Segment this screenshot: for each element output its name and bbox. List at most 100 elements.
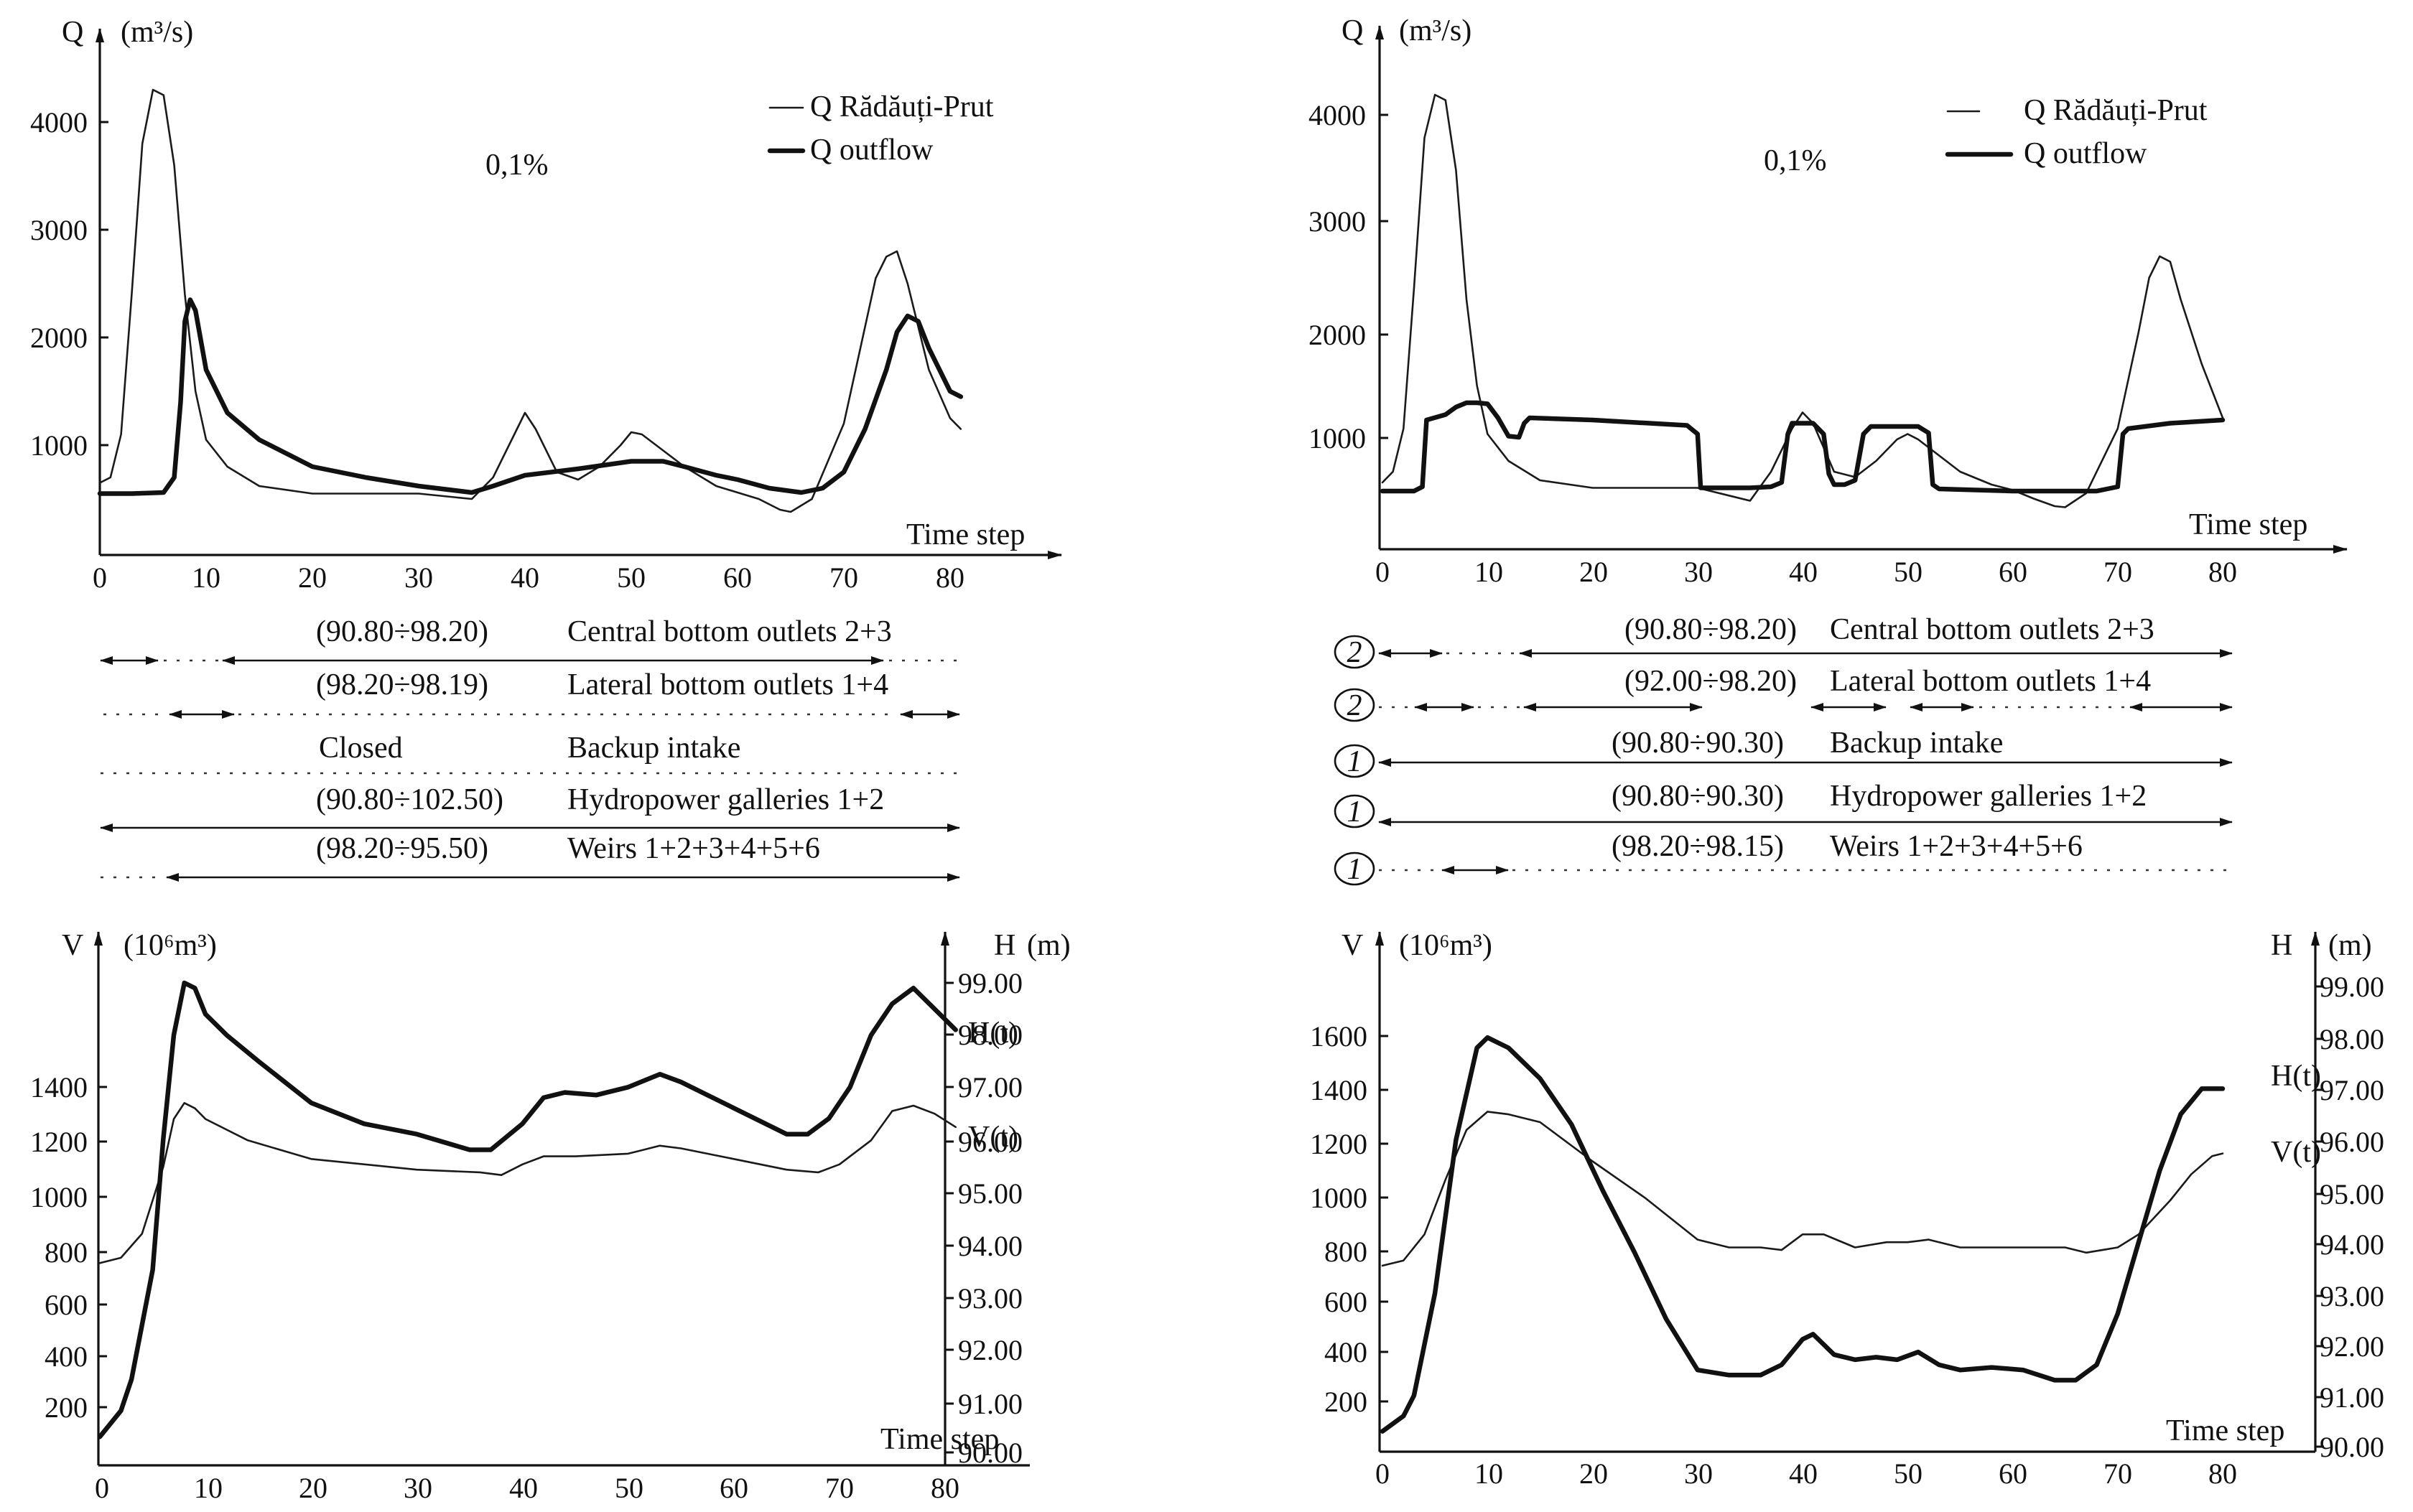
h-tick-label: 97.00 <box>2320 1074 2384 1106</box>
y-tick-label: 3000 <box>1308 205 1366 238</box>
x-tick-label: 40 <box>1789 556 1818 588</box>
right-q-legend: Q Rădăuți-Prut Q outflow <box>1945 94 2208 170</box>
series-line-inflow <box>98 88 962 513</box>
left-v-label: V <box>62 929 83 962</box>
y-tick-label: 1400 <box>30 1071 88 1103</box>
left-vh-xticks: 0 10 20 30 40 50 60 70 80 <box>95 1472 959 1504</box>
schedule-range: (90.80÷98.20) <box>316 615 488 648</box>
x-tick-label: 50 <box>615 1472 643 1504</box>
schedule-count: 2 <box>1347 689 1362 722</box>
x-tick-label: 30 <box>1684 556 1713 588</box>
left-h-unit: (m) <box>1027 929 1071 962</box>
h-tick-label: 91.00 <box>958 1388 1023 1420</box>
right-h-label: H <box>2271 929 2292 962</box>
x-tick-label: 50 <box>1894 1457 1923 1490</box>
y-tick-label: 400 <box>45 1340 88 1373</box>
h-tick-label: 91.00 <box>2320 1381 2384 1414</box>
count-circle <box>1334 851 1375 886</box>
h-tick-label: 98.00 <box>958 1019 1023 1051</box>
left-h-label: H <box>994 929 1015 962</box>
schedule-count: 1 <box>1347 745 1362 778</box>
right-vh-chart: V (10⁶m³) H (m) Time step H(t) V(t) 200 … <box>1310 929 2384 1490</box>
x-tick-label: 20 <box>298 561 327 594</box>
left-v-series-label: V(t) <box>968 1121 1018 1154</box>
y-tick-label: 400 <box>1324 1336 1367 1368</box>
x-tick-label: 60 <box>720 1472 748 1504</box>
schedule-range: (90.80÷90.30) <box>1612 727 1784 760</box>
left-h-ticks: 90.00 91.00 92.00 93.00 94.00 95.00 96.0… <box>945 967 1023 1469</box>
x-tick-label: 20 <box>1579 1457 1608 1490</box>
h-tick-label: 94.00 <box>958 1230 1023 1262</box>
x-tick-label: 40 <box>509 1472 538 1504</box>
left-q-axis-label: Q <box>62 16 83 49</box>
y-tick-label: 1000 <box>1308 422 1366 454</box>
x-tick-label: 50 <box>617 561 646 594</box>
left-q-yticks: 1000 2000 3000 4000 <box>30 106 108 462</box>
x-tick-label: 80 <box>2208 1457 2237 1490</box>
schedule-name: Hydropower galleries 1+2 <box>567 783 884 816</box>
y-tick-label: 1600 <box>1310 1020 1367 1053</box>
x-tick-label: 0 <box>95 1472 109 1504</box>
h-tick-label: 95.00 <box>2320 1178 2384 1210</box>
right-q-yticks: 1000 2000 3000 4000 <box>1308 99 1388 454</box>
series-line-volume <box>1381 1111 2224 1267</box>
series-line-volume <box>98 1102 957 1264</box>
x-tick-label: 50 <box>1894 556 1923 588</box>
right-h-unit: (m) <box>2328 929 2372 962</box>
right-q-xticks: 0 10 20 30 40 50 60 70 80 <box>1375 556 2237 588</box>
schedule-range: (92.00÷98.20) <box>1624 665 1797 698</box>
legend-inflow-label: Q Rădăuți-Prut <box>2024 94 2208 127</box>
left-q-unit: (m³/s) <box>121 16 193 49</box>
x-tick-label: 30 <box>404 561 433 594</box>
x-tick-label: 60 <box>1999 1457 2027 1490</box>
right-h-ticks: 90.00 91.00 92.00 93.00 94.00 95.00 96.0… <box>2315 971 2384 1463</box>
schedule-range: (98.20÷98.15) <box>1612 830 1784 863</box>
right-h-series-label: H(t) <box>2271 1060 2321 1093</box>
schedule-range: Closed <box>319 732 403 765</box>
right-q-time-step: Time step <box>2189 508 2307 541</box>
y-tick-label: 1200 <box>1310 1128 1367 1160</box>
h-tick-label: 94.00 <box>2320 1228 2384 1261</box>
right-v-unit: (10⁶m³) <box>1399 929 1492 962</box>
y-tick-label: 1000 <box>30 429 88 462</box>
left-vh-time-step: Time step <box>880 1423 999 1456</box>
right-q-unit: (m³/s) <box>1399 14 1471 47</box>
right-q-axis-label: Q <box>1342 14 1363 47</box>
h-tick-label: 90.00 <box>958 1437 1023 1469</box>
y-tick-label: 4000 <box>30 106 88 139</box>
y-tick-label: 3000 <box>30 214 88 246</box>
h-tick-label: 95.00 <box>958 1177 1023 1210</box>
left-vh-chart: V (10⁶m³) H (m) Time step H(t) V(t) 200 … <box>30 929 1071 1504</box>
x-tick-label: 70 <box>825 1472 854 1504</box>
h-tick-label: 93.00 <box>958 1282 1023 1315</box>
x-tick-label: 30 <box>1684 1457 1713 1490</box>
x-tick-label: 10 <box>1474 556 1503 588</box>
y-tick-label: 1000 <box>30 1181 88 1213</box>
schedule-name: Central bottom outlets 2+3 <box>1830 613 2154 646</box>
legend-outflow-label: Q outflow <box>2024 137 2147 170</box>
x-tick-label: 0 <box>1375 556 1390 588</box>
schedule-range: (90.80÷90.30) <box>1612 780 1784 813</box>
x-tick-label: 40 <box>511 561 539 594</box>
x-tick-label: 60 <box>723 561 752 594</box>
h-tick-label: 99.00 <box>2320 971 2384 1003</box>
y-tick-label: 4000 <box>1308 99 1366 131</box>
right-schedule: 2 (90.80÷98.20) Central bottom outlets 2… <box>1334 613 2233 886</box>
y-tick-label: 2000 <box>1308 319 1366 351</box>
schedule-name: Hydropower galleries 1+2 <box>1830 780 2147 813</box>
x-tick-label: 40 <box>1789 1457 1818 1490</box>
count-circle <box>1334 635 1375 669</box>
left-q-chart: Q (m³/s) Time step 0,1% Q Rădăuți-Prut Q… <box>30 16 1062 594</box>
left-q-legend: Q Rădăuți-Prut Q outflow <box>767 90 994 167</box>
x-tick-label: 10 <box>192 561 220 594</box>
schedule-name: Lateral bottom outlets 1+4 <box>1830 665 2151 698</box>
h-tick-label: 96.00 <box>2320 1126 2384 1158</box>
y-tick-label: 600 <box>1324 1286 1367 1318</box>
h-tick-label: 90.00 <box>2320 1431 2384 1463</box>
schedule-range: (98.20÷98.19) <box>316 668 488 701</box>
series-line-level <box>97 980 958 1439</box>
left-schedule: (90.80÷98.20) Central bottom outlets 2+3… <box>100 615 960 882</box>
schedule-count: 1 <box>1347 853 1362 886</box>
y-tick-label: 200 <box>1324 1386 1367 1418</box>
